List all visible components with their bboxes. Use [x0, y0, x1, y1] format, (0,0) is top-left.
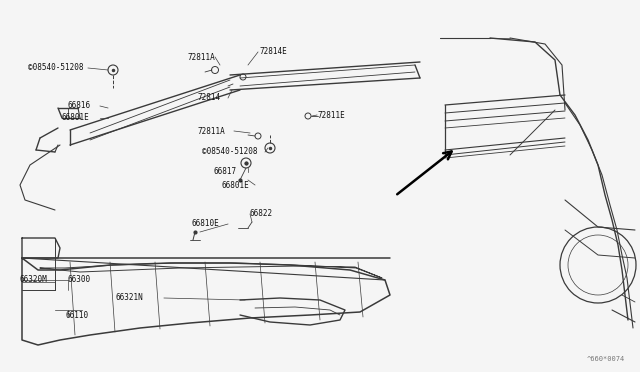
Text: 66816: 66816 [68, 102, 91, 110]
Text: ©08540-51208: ©08540-51208 [202, 148, 257, 157]
Text: 72814: 72814 [198, 93, 221, 103]
Text: 66110: 66110 [66, 311, 89, 321]
Text: 66810E: 66810E [192, 219, 220, 228]
Text: 66320M: 66320M [20, 276, 48, 285]
Text: 72811A: 72811A [197, 126, 225, 135]
Text: 72814E: 72814E [260, 48, 288, 57]
Text: 72811A: 72811A [188, 52, 216, 61]
Text: 66817: 66817 [213, 167, 236, 176]
Text: 66822: 66822 [250, 209, 273, 218]
Text: ^660*0074: ^660*0074 [587, 356, 625, 362]
Text: 72811E: 72811E [318, 110, 346, 119]
Text: 66801E: 66801E [222, 180, 250, 189]
Text: ©08540-51208: ©08540-51208 [28, 64, 83, 73]
Text: 66801E: 66801E [62, 113, 90, 122]
Text: 66300: 66300 [68, 276, 91, 285]
Text: 66321N: 66321N [116, 294, 144, 302]
